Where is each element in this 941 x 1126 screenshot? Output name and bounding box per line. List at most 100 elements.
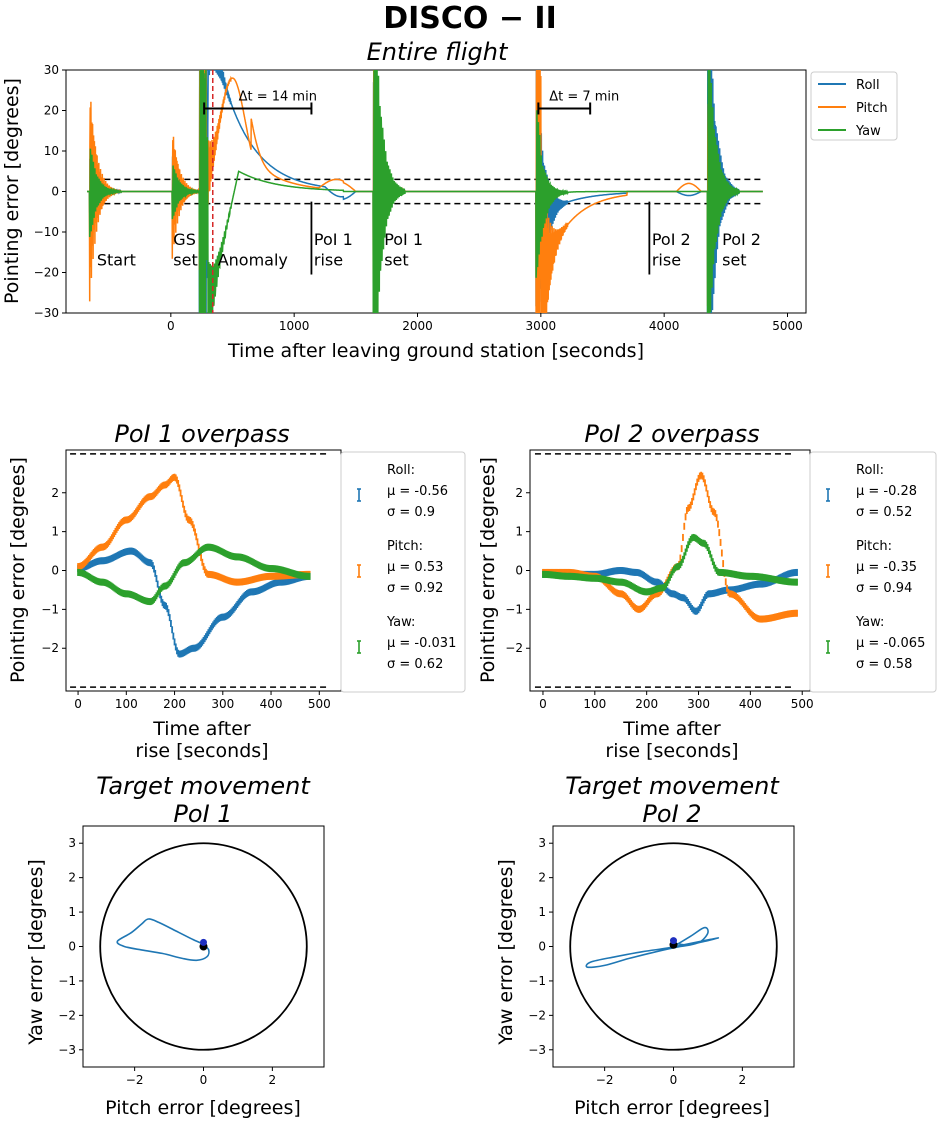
limit-circle bbox=[569, 842, 778, 1051]
poi1-overpass-ticks: 0 100 200 300 400 500 −2 −1 0 1 2 bbox=[41, 486, 330, 711]
move1-ytick-label: 0 bbox=[68, 940, 76, 954]
entire-flight-plot-area bbox=[87, 70, 763, 313]
stats-text: σ = 0.94 bbox=[856, 581, 912, 596]
poi2-overpass-panel: PoI 2 overpass 0 100 200 300 400 500 −2 −1 0 1 2 T… bbox=[477, 420, 937, 762]
poi1-xtick-label: 0 bbox=[74, 697, 82, 711]
figure-title: DISCO − II bbox=[383, 1, 557, 36]
entire-ytick-label: −30 bbox=[34, 306, 59, 320]
legend-pitch-label: Pitch bbox=[856, 101, 888, 116]
stats-text: σ = 0.58 bbox=[856, 657, 912, 672]
move2-ytick-label: −2 bbox=[528, 1008, 546, 1022]
poi1-overpass-panel: PoI 1 overpass 0 100 200 300 400 500 −2 −1 0 1 2 T… bbox=[7, 420, 466, 762]
move1-xtick-label: −2 bbox=[126, 1073, 144, 1087]
poi1-ytick-label: 0 bbox=[51, 564, 59, 578]
poi1-overpass-plot-area bbox=[70, 453, 327, 688]
move2-xtick-label: 2 bbox=[739, 1073, 747, 1087]
poi2-xtick-label: 200 bbox=[635, 697, 658, 711]
poi2-ytick-label: 0 bbox=[515, 564, 523, 578]
entire-ytick-label: −20 bbox=[34, 266, 59, 280]
entire-xtick-label: 4000 bbox=[649, 319, 680, 333]
series-roll-errorbars bbox=[77, 547, 311, 658]
move2-ytick-label: 1 bbox=[538, 905, 546, 919]
target-movement-poi2-ylabel: Yaw error [degrees] bbox=[495, 859, 517, 1046]
poi1-overpass-axes bbox=[65, 449, 342, 692]
move2-ytick-label: 3 bbox=[538, 836, 546, 850]
event-label: Start bbox=[97, 250, 136, 269]
target-marker-start bbox=[200, 938, 207, 946]
poi1-overpass-ylabel: Pointing error [degrees] bbox=[7, 457, 29, 683]
target-marker-start bbox=[670, 937, 677, 945]
move1-ytick-label: −3 bbox=[58, 1043, 76, 1057]
entire-flight-ticks: 0 1000 2000 3000 4000 5000 −30 −20 −10 0 10 20 30 bbox=[34, 63, 803, 333]
target-movement-poi2-title: Target movement bbox=[565, 772, 780, 800]
poi1-xtick-label: 200 bbox=[163, 697, 186, 711]
stats-text: μ = 0.53 bbox=[387, 560, 443, 575]
poi2-ytick-label: 1 bbox=[515, 525, 523, 539]
move1-ytick-label: 2 bbox=[68, 871, 76, 885]
target-movement-poi1-title-line2: PoI 1 bbox=[173, 800, 232, 828]
poi1-stats-legend: Roll: μ = -0.56 σ = 0.9 Pitch: μ = 0.53 σ = 0… bbox=[340, 451, 466, 693]
stats-text: Yaw: bbox=[386, 615, 415, 630]
stats-text: σ = 0.52 bbox=[856, 505, 912, 520]
event-label-line2: rise bbox=[314, 250, 343, 269]
poi2-overpass-title: PoI 2 overpass bbox=[584, 420, 759, 448]
stats-text: μ = -0.28 bbox=[856, 484, 917, 499]
series-yaw-errorbars bbox=[77, 543, 311, 606]
entire-flight-xlabel: Time after leaving ground station [secon… bbox=[227, 340, 644, 362]
move2-ytick-label: −3 bbox=[528, 1043, 546, 1057]
event-label: PoI 2 bbox=[722, 230, 761, 249]
poi1-overpass-xlabel-line2: rise [seconds] bbox=[135, 740, 268, 762]
move2-xtick-label: −2 bbox=[596, 1073, 614, 1087]
poi1-ytick-label: 1 bbox=[51, 525, 59, 539]
stats-text: μ = -0.031 bbox=[387, 636, 456, 651]
poi2-overpass-ticks: 0 100 200 300 400 500 −2 −1 0 1 2 bbox=[505, 486, 813, 711]
poi2-ytick-label: 2 bbox=[515, 486, 523, 500]
move1-xtick-label: 0 bbox=[200, 1073, 208, 1087]
stats-text: μ = -0.065 bbox=[856, 636, 925, 651]
legend-roll-label: Roll bbox=[856, 78, 880, 93]
move1-ytick-label: 3 bbox=[68, 836, 76, 850]
stats-text: σ = 0.9 bbox=[387, 505, 435, 520]
event-label-line2: rise bbox=[652, 250, 681, 269]
event-label-line2: set bbox=[173, 250, 197, 269]
poi1-ytick-label: 2 bbox=[51, 486, 59, 500]
target-movement-poi1-ylabel: Yaw error [degrees] bbox=[25, 859, 47, 1046]
stats-text: σ = 0.92 bbox=[387, 581, 443, 596]
target-movement-poi1-ticks: −2 0 2 −3 −2 −1 0 1 2 3 bbox=[58, 836, 276, 1087]
entire-flight-legend: Roll Pitch Yaw bbox=[810, 71, 898, 141]
poi1-xtick-label: 300 bbox=[211, 697, 234, 711]
event-label: PoI 1 bbox=[314, 230, 353, 249]
stats-text: μ = -0.35 bbox=[856, 560, 917, 575]
move1-ytick-label: −1 bbox=[58, 974, 76, 988]
interval-label: Δt = 7 min bbox=[549, 89, 619, 104]
series-pitch-errorbars bbox=[542, 471, 798, 623]
target-movement-poi2-plot-area bbox=[569, 842, 778, 1051]
event-label-line2: set bbox=[722, 250, 746, 269]
entire-flight-ylabel: Pointing error [degrees] bbox=[1, 78, 23, 304]
entire-xtick-label: 3000 bbox=[526, 319, 557, 333]
poi1-xtick-label: 100 bbox=[115, 697, 138, 711]
poi1-ytick-label: −1 bbox=[41, 602, 59, 616]
entire-flight-panel: Entire flight 0 1000 2000 3000 4000 5000 −30 −2… bbox=[1, 38, 898, 362]
event-label: GS bbox=[173, 230, 196, 249]
event-label: PoI 1 bbox=[384, 230, 423, 249]
entire-xtick-label: 2000 bbox=[402, 319, 433, 333]
stats-text: σ = 0.62 bbox=[387, 657, 443, 672]
poi2-xtick-label: 0 bbox=[539, 697, 547, 711]
series-yaw-errorbars bbox=[542, 533, 798, 596]
poi1-xtick-label: 400 bbox=[260, 697, 283, 711]
target-movement-poi2-panel: Target movement PoI 2 −2 0 2 −3 −2 −1 0 1 2 3 Pit… bbox=[495, 772, 795, 1119]
poi2-ytick-label: −1 bbox=[505, 602, 523, 616]
poi2-xtick-label: 300 bbox=[687, 697, 710, 711]
poi1-ytick-label: −2 bbox=[41, 641, 59, 655]
poi2-xtick-label: 400 bbox=[739, 697, 762, 711]
poi2-overpass-ylabel: Pointing error [degrees] bbox=[477, 457, 499, 683]
poi2-xtick-label: 100 bbox=[583, 697, 606, 711]
entire-flight-title: Entire flight bbox=[367, 38, 509, 66]
entire-xtick-label: 1000 bbox=[279, 319, 310, 333]
target-movement-poi1-xlabel: Pitch error [degrees] bbox=[105, 1097, 301, 1119]
move2-ytick-label: −1 bbox=[528, 974, 546, 988]
target-movement-poi2-title-line2: PoI 2 bbox=[642, 800, 701, 828]
